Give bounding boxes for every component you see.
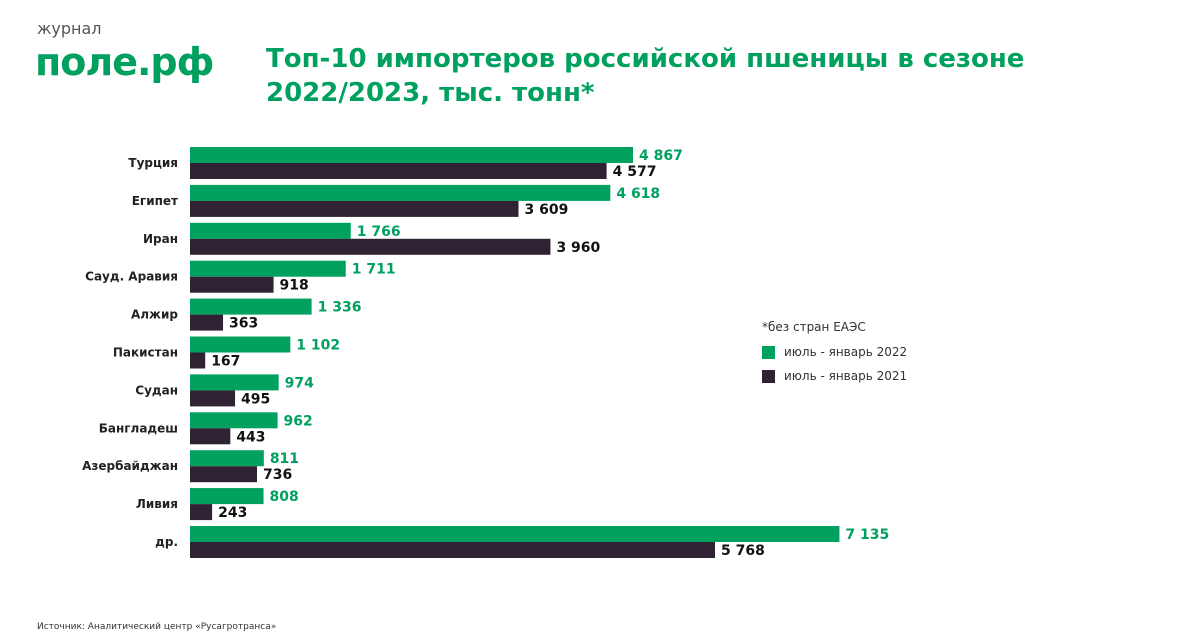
bar-2021: [190, 466, 257, 483]
bar-2021: [190, 504, 213, 521]
legend-item-2022: июль - январь 2022: [762, 345, 907, 360]
bar-2022: [190, 298, 312, 315]
bar-2021: [190, 542, 716, 558]
data-label: 363: [229, 316, 258, 332]
bar-2021: [190, 428, 231, 445]
legend-item-2021: июль - январь 2021: [762, 369, 907, 384]
chart-title: Топ-10 импортеров российской пшеницы в с…: [266, 44, 1025, 108]
bar-2022: [190, 374, 279, 391]
legend-label: июль - январь 2021: [784, 369, 908, 383]
bar-2022: [190, 488, 264, 505]
category-label: Иран: [143, 232, 178, 246]
category-label: Пакистан: [113, 346, 178, 360]
logo-subtitle: журнал: [37, 19, 102, 38]
data-label: 3 960: [556, 240, 600, 256]
data-label: 962: [284, 413, 313, 429]
category-label: Египет: [132, 194, 178, 208]
category-label: Ливия: [136, 497, 178, 511]
source-note: Источник: Аналитический центр «Русагротр…: [37, 622, 277, 632]
bar-2022: [190, 147, 633, 163]
legend-note: *без стран ЕАЭС: [762, 320, 866, 334]
data-label: 167: [211, 354, 240, 370]
data-label: 974: [285, 375, 314, 391]
category-label: Алжир: [131, 308, 178, 322]
data-label: 1 766: [357, 224, 401, 240]
logo: поле.рф: [35, 40, 214, 84]
legend-label: июль - январь 2022: [784, 345, 908, 359]
bar-2021: [190, 238, 551, 255]
bar-2021: [190, 352, 206, 369]
legend-swatch-2022: [762, 346, 775, 359]
data-label: 1 336: [318, 300, 362, 316]
category-label: др.: [155, 535, 178, 549]
category-label: Бангладеш: [99, 421, 178, 435]
category-label: Сауд. Аравия: [85, 270, 178, 284]
legend-swatch-2021: [762, 370, 775, 383]
bar-2022: [190, 526, 840, 542]
data-label: 808: [270, 489, 299, 505]
bar-2022: [190, 222, 351, 239]
data-label: 918: [280, 278, 309, 294]
data-label: 1 102: [296, 338, 340, 354]
data-label: 3 609: [524, 202, 568, 218]
bar-2021: [190, 276, 274, 293]
bar-2022: [190, 450, 264, 467]
bar-2021: [190, 163, 607, 179]
data-label: 4 618: [616, 186, 660, 202]
category-label: Судан: [135, 383, 178, 397]
data-label: 1 711: [352, 262, 396, 278]
category-label: Азербайджан: [82, 459, 178, 473]
bar-2022: [190, 184, 611, 201]
bar-2021: [190, 314, 224, 331]
bar-2021: [190, 200, 519, 217]
data-label: 4 577: [613, 164, 657, 180]
data-label: 5 768: [721, 543, 765, 559]
bar-2022: [190, 336, 291, 353]
bar-2022: [190, 412, 278, 429]
data-label: 243: [218, 505, 247, 521]
bar-2022: [190, 260, 346, 277]
data-label: 443: [236, 429, 265, 445]
data-label: 495: [241, 391, 270, 407]
data-label: 736: [263, 467, 292, 483]
data-label: 811: [270, 451, 299, 467]
category-label: Турция: [128, 156, 178, 170]
bar-2021: [190, 390, 236, 407]
data-label: 7 135: [845, 527, 889, 543]
data-label: 4 867: [639, 148, 683, 164]
